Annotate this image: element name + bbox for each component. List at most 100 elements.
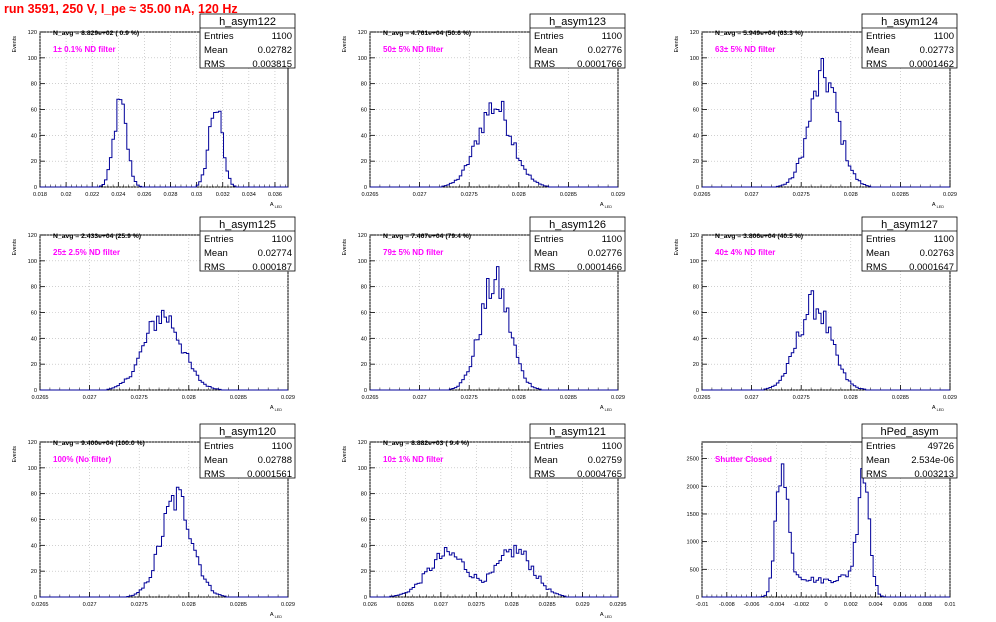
x-tick-label: 0 (824, 602, 827, 608)
x-tick-label: 0.027 (83, 395, 97, 401)
x-axis-label: A LED (932, 405, 944, 412)
x-tick-label: 0.036 (268, 192, 282, 198)
stats-value: 0.0001462 (909, 59, 954, 70)
stats-value: 1100 (602, 234, 622, 245)
x-axis-label: A LED (600, 202, 612, 209)
stats-key: Mean (866, 248, 890, 259)
stats-key: Entries (534, 234, 564, 245)
y-tick-label: 0 (696, 595, 699, 601)
histogram-line (40, 98, 288, 188)
x-tick-label: 0.0275 (793, 395, 810, 401)
histogram-panel-h_asym126: 0.0265 0.027 0.0275 0.028 0.0285 0.029 0 20 40 60… (342, 216, 626, 412)
stats-box (199, 13, 296, 69)
x-tick-label: 0.0285 (539, 602, 556, 608)
x-tick-label: 0.03 (191, 192, 202, 198)
y-tick-label: 60 (31, 108, 37, 114)
stats-key: Entries (204, 31, 234, 42)
y-tick-label: 60 (693, 311, 699, 317)
stats-key: Mean (866, 455, 890, 466)
y-tick-label: 0 (696, 185, 699, 191)
x-tick-label: 0.0265 (397, 602, 414, 608)
stats-value: 2.534e-06 (911, 455, 954, 466)
histogram-panel-h_asym125: 0.0265 0.027 0.0275 0.028 0.0285 0.029 0 20 40 60… (12, 216, 296, 412)
stats-value: 1100 (934, 234, 954, 245)
stats-key: RMS (866, 262, 887, 273)
histogram-panel-h_asym122: 0.018 0.02 0.022 0.024 0.026 0.028 0.03 0.032 0.… (12, 13, 296, 209)
filter-annotation: 79± 5% ND filter (383, 248, 443, 257)
y-tick-label: 0 (34, 185, 37, 191)
stats-key: RMS (534, 469, 555, 480)
y-tick-label: 80 (361, 285, 367, 291)
y-tick-label: 60 (693, 108, 699, 114)
y-tick-label: 60 (361, 108, 367, 114)
y-tick-label: 20 (31, 362, 37, 368)
filter-annotation: 10± 1% ND filter (383, 455, 443, 464)
y-tick-label: 100 (358, 259, 367, 265)
histogram-name: h_asym124 (881, 16, 938, 28)
histogram-name: h_asym120 (219, 426, 276, 438)
navg-label: N_avg = 4.761e+04 (50.6 %) (383, 30, 471, 37)
filter-annotation: 50± 5% ND filter (383, 45, 443, 54)
x-tick-label: 0.0275 (461, 192, 478, 198)
y-tick-label: 60 (31, 518, 37, 524)
y-axis-label: Events (12, 446, 18, 463)
y-tick-label: 40 (361, 133, 367, 139)
x-tick-label: 0.002 (844, 602, 858, 608)
y-tick-label: 20 (693, 159, 699, 165)
histogram-name: h_asym126 (549, 219, 606, 231)
stats-key: Entries (204, 441, 234, 452)
x-axis-label: A LED (600, 612, 612, 619)
y-tick-label: 120 (28, 30, 37, 36)
y-axis-label: Events (342, 36, 348, 53)
stats-value: 0.000187 (252, 262, 292, 273)
x-tick-label: 0.026 (363, 602, 377, 608)
histogram-panel-hPed_asym: -0.01 -0.008 -0.006 -0.004 -0.002 0 0.002 0.004… (687, 423, 958, 608)
x-tick-label: 0.027 (413, 395, 427, 401)
x-tick-label: 0.02 (61, 192, 72, 198)
stats-value: 0.0001466 (577, 262, 622, 273)
y-axis-label: Events (674, 36, 680, 53)
histogram-panel-h_asym123: 0.0265 0.027 0.0275 0.028 0.0285 0.029 0 20 40 60… (342, 13, 626, 209)
y-tick-label: 80 (31, 285, 37, 291)
x-tick-label: 0.0275 (131, 395, 148, 401)
y-tick-label: 100 (358, 466, 367, 472)
stats-key: Entries (534, 31, 564, 42)
y-tick-label: 0 (696, 388, 699, 394)
x-tick-label: -0.004 (768, 602, 784, 608)
y-axis-label: Events (342, 239, 348, 256)
x-tick-label: 0.028 (164, 192, 178, 198)
y-tick-label: 80 (693, 285, 699, 291)
x-tick-label: 0.0275 (131, 602, 148, 608)
navg-label: N_avg = 8.829e+02 ( 0.9 %) (53, 30, 139, 37)
y-tick-label: 80 (361, 82, 367, 88)
filter-annotation: Shutter Closed (715, 455, 772, 464)
stats-value: 0.02759 (588, 455, 622, 466)
x-tick-label: 0.024 (111, 192, 125, 198)
x-tick-label: 0.0275 (468, 602, 485, 608)
navg-label: N_avg = 3.806e+04 (40.5 %) (715, 233, 803, 240)
navg-label: N_avg = 2.433e+04 (25.9 %) (53, 233, 141, 240)
y-tick-label: 20 (361, 569, 367, 575)
histogram-line (370, 544, 618, 598)
x-tick-label: -0.01 (696, 602, 709, 608)
stats-value: 0.02776 (588, 45, 622, 56)
x-tick-label: 0.028 (844, 192, 858, 198)
filter-annotation: 1± 0.1% ND filter (53, 45, 116, 54)
x-tick-label: 0.008 (918, 602, 932, 608)
stats-key: RMS (204, 469, 225, 480)
histogram-line (702, 58, 950, 188)
x-tick-label: 0.029 (611, 395, 625, 401)
x-tick-label: 0.0265 (31, 602, 48, 608)
y-tick-label: 80 (31, 82, 37, 88)
stats-key: Mean (534, 248, 558, 259)
x-tick-label: 0.026 (137, 192, 151, 198)
stats-value: 0.02782 (258, 45, 292, 56)
x-tick-label: 0.027 (745, 395, 759, 401)
y-tick-label: 0 (364, 388, 367, 394)
x-tick-label: 0.028 (505, 602, 519, 608)
y-tick-label: 100 (690, 56, 699, 62)
x-tick-label: 0.027 (745, 192, 759, 198)
x-tick-label: 0.0275 (461, 395, 478, 401)
y-tick-label: 60 (361, 518, 367, 524)
y-tick-label: 1500 (687, 512, 699, 518)
